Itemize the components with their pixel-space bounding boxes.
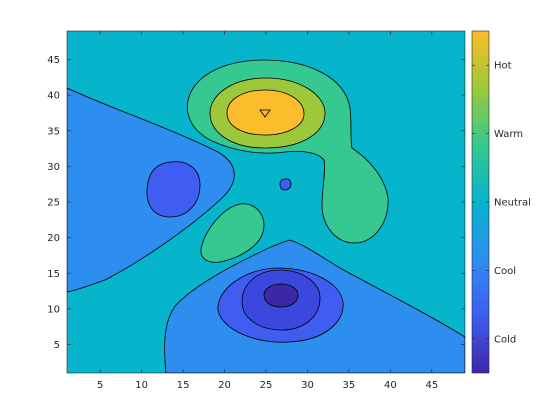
x-tick-label: 35 [343,380,356,391]
y-tick-label: 40 [47,91,60,102]
x-tick-label: 40 [384,380,397,391]
colorbar: Cold Cool Neutral Warm Hot [471,30,531,374]
y-tick-label: 25 [47,198,60,209]
peak-marker [259,109,271,118]
colorbar-tick-label: Cold [494,334,516,345]
y-tick-label: 45 [47,55,60,66]
y-tick-label: 15 [47,269,60,280]
y-tick-label: 30 [47,162,60,173]
x-tick-label: 15 [177,380,190,391]
x-tick-label: 45 [425,380,438,391]
colorbar-tick-label: Warm [494,129,523,140]
x-tick-label: 5 [97,380,103,391]
y-tick-label: 5 [54,340,60,351]
colorbar-tick-label: Hot [494,61,512,72]
y-tick-label: 35 [47,126,60,137]
small-cold-spot [279,178,292,191]
cold-region-left [146,161,201,218]
x-tick-label: 10 [135,380,148,391]
y-axis: 5 10 15 20 25 30 35 40 45 [47,55,465,351]
plot-area [67,31,465,373]
x-tick-label: 25 [260,380,273,391]
y-tick-label: 20 [47,233,60,244]
colorbar-tick-label: Cool [494,266,516,277]
colorbar-gradient [472,31,489,373]
neutral-lobe-middle [200,203,265,263]
colorbar-ticks: Cold Cool Neutral Warm Hot [472,61,531,345]
x-tick-label: 20 [218,380,231,391]
colorbar-tick-label: Neutral [494,198,531,209]
x-axis: 5 10 15 20 25 30 35 40 45 [97,31,438,391]
coldest-minimum [263,283,299,308]
x-tick-label: 30 [301,380,314,391]
y-tick-label: 10 [47,304,60,315]
